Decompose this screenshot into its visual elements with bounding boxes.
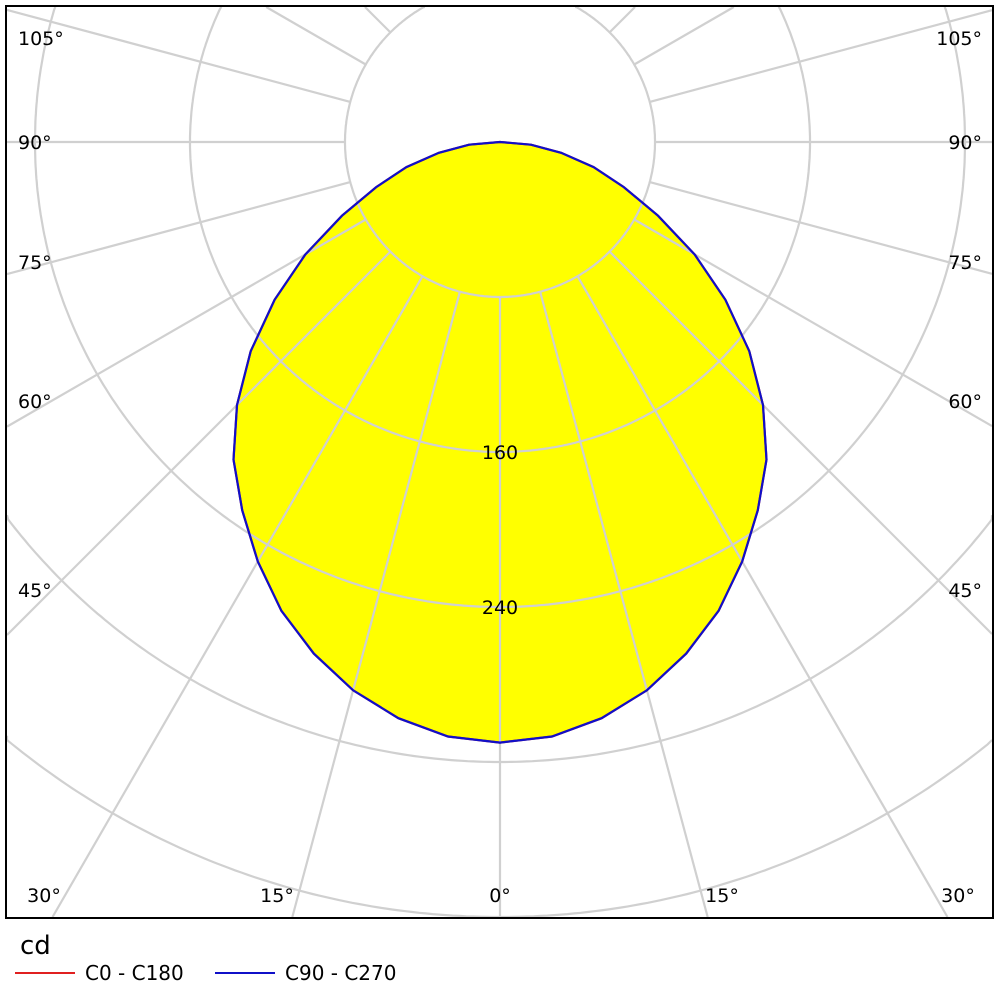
grid-circle [343, 5, 657, 299]
legend-item-c90-c270: C90 - C270 [215, 961, 396, 985]
angle-tick-label: 45° [948, 580, 982, 602]
angle-tick-label: 15° [260, 885, 294, 907]
chart-frame [5, 5, 994, 919]
grid-circle [575, 5, 657, 142]
grid-circle [777, 6, 812, 142]
grid-radial-line [6, 250, 392, 636]
grid-radial-line [291, 291, 461, 918]
legend-label: C90 - C270 [285, 961, 397, 985]
grid-radial-line [6, 8, 351, 103]
legend-swatch-c90-c270 [215, 972, 275, 974]
legend-label: C0 - C180 [85, 961, 184, 985]
angle-tick-label: 30° [941, 885, 975, 907]
radial-tick-label: 160 [482, 442, 518, 464]
angle-tick-label: 30° [27, 885, 61, 907]
grid-radial-line [364, 6, 392, 34]
grid-radial-line [649, 9, 993, 103]
legend-swatch-c0-c180 [15, 972, 75, 974]
grid-radial-line [608, 250, 993, 635]
grid-radial-line [576, 275, 949, 918]
unit-label: cd [20, 931, 51, 961]
grid-radial-line [539, 291, 709, 918]
series-curve-c90-c270 [232, 140, 768, 744]
polar-light-distribution-chart: 105° 90° 75° 60° 45° 105° 90° 75° 60° 45° 30° 15° 0°… [5, 5, 994, 919]
angle-tick-label: 105° [18, 28, 64, 50]
angle-tick-label: 105° [936, 28, 982, 50]
grid-radial-line [51, 275, 424, 918]
angle-tick-label: 60° [948, 391, 982, 413]
grid-circle [33, 6, 967, 609]
grid-radial-line [608, 6, 636, 34]
angle-tick-label: 45° [18, 580, 52, 602]
angle-tick-label: 75° [948, 252, 982, 274]
chart-area: 105° 90° 75° 60° 45° 105° 90° 75° 60° 45° 30° 15° 0°… [5, 5, 994, 919]
angle-tick-label: 75° [18, 252, 52, 274]
angle-tick-label: 60° [18, 391, 52, 413]
angle-tick-label: 90° [948, 132, 982, 154]
angle-tick-label: 0° [489, 885, 511, 907]
angle-tick-label: 90° [18, 132, 52, 154]
radial-tick-label: 240 [482, 597, 518, 619]
grid-radial-line [649, 181, 993, 275]
grid-circle [943, 6, 967, 142]
angle-tick-label: 15° [705, 885, 739, 907]
legend: cd C0 - C180 C90 - C270 [0, 925, 1000, 1000]
grid-radial-line [633, 6, 735, 66]
grid-radial-line [265, 6, 367, 66]
legend-item-c0-c180: C0 - C180 [15, 961, 184, 985]
grid-circle [188, 6, 812, 454]
grid-radial-line [6, 181, 351, 276]
